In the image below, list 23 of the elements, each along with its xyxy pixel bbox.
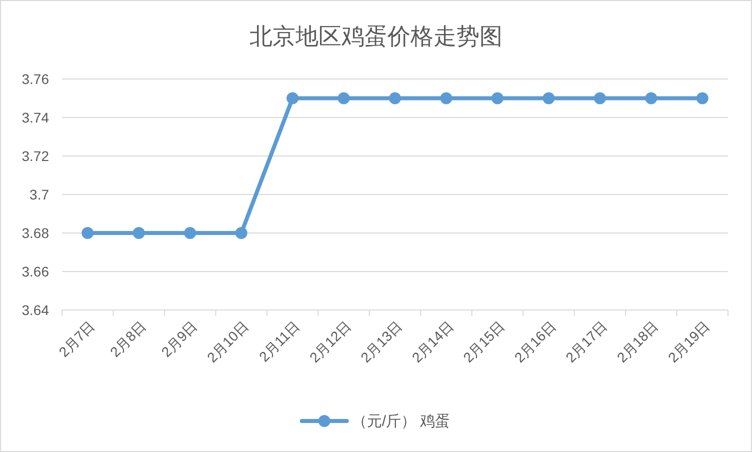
y-tick-label: 3.74	[22, 110, 50, 126]
legend: （元/斤） 鸡蛋	[300, 413, 450, 430]
y-tick-label: 3.64	[22, 302, 50, 318]
x-tick-label: 2月19日	[664, 318, 713, 366]
x-tick-label: 2月13日	[357, 318, 406, 366]
x-tick-label: 2月8日	[106, 318, 149, 360]
x-tick-label: 2月9日	[158, 318, 200, 360]
x-tick-label: 2月18日	[614, 318, 662, 366]
y-tick-label: 3.72	[22, 148, 50, 164]
x-tick-label: 2月15日	[460, 318, 508, 366]
y-tick-label: 3.66	[22, 264, 50, 280]
y-tick-label: 3.7	[30, 186, 50, 202]
x-tick-label: 2月14日	[408, 318, 456, 366]
x-tick-label: 2月10日	[204, 318, 252, 366]
legend-label: （元/斤） 鸡蛋	[352, 413, 450, 430]
y-tick-label: 3.76	[22, 71, 50, 87]
title: 北京地区鸡蛋价格走势图	[250, 23, 502, 49]
x-tick-label: 2月17日	[562, 318, 610, 366]
x-tick-label: 2月16日	[511, 318, 559, 366]
x-tick-label: 2月12日	[306, 318, 354, 366]
x-tick-label: 2月7日	[56, 318, 98, 360]
x-tick-label: 2月11日	[256, 318, 303, 365]
y-tick-label: 3.68	[22, 225, 50, 241]
